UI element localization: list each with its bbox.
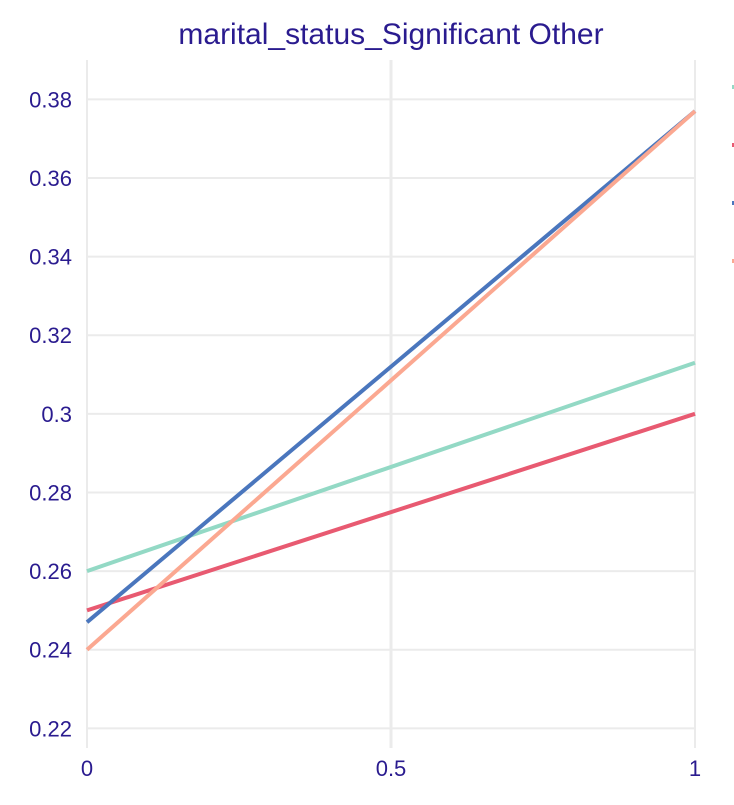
y-tick-label: 0.24 — [29, 638, 72, 663]
y-tick-label: 0.36 — [29, 166, 72, 191]
series-line — [86, 411, 696, 613]
series-line — [85, 109, 697, 624]
y-tick-label: 0.28 — [29, 480, 72, 505]
y-tick-label: 0.22 — [29, 716, 72, 741]
grid-layer — [86, 60, 696, 748]
y-tick-label: 0.3 — [41, 402, 72, 427]
tick-label-layer: 0.22 0.24 0.26 0.28 0.3 0.32 0.34 0.36 0.38 0 0.5 1 — [29, 87, 701, 781]
y-tick-label: 0.38 — [29, 87, 72, 112]
y-tick-label: 0.34 — [29, 245, 72, 270]
y-tick-label: 0.32 — [29, 323, 72, 348]
series-layer — [85, 109, 697, 652]
y-tick-label: 0.26 — [29, 559, 72, 584]
x-tick-label: 0 — [81, 756, 93, 781]
x-tick-label: 0.5 — [376, 756, 407, 781]
x-tick-label: 1 — [689, 756, 701, 781]
chart-title: marital_status_Significant Other — [178, 18, 604, 51]
series-line — [85, 109, 697, 652]
